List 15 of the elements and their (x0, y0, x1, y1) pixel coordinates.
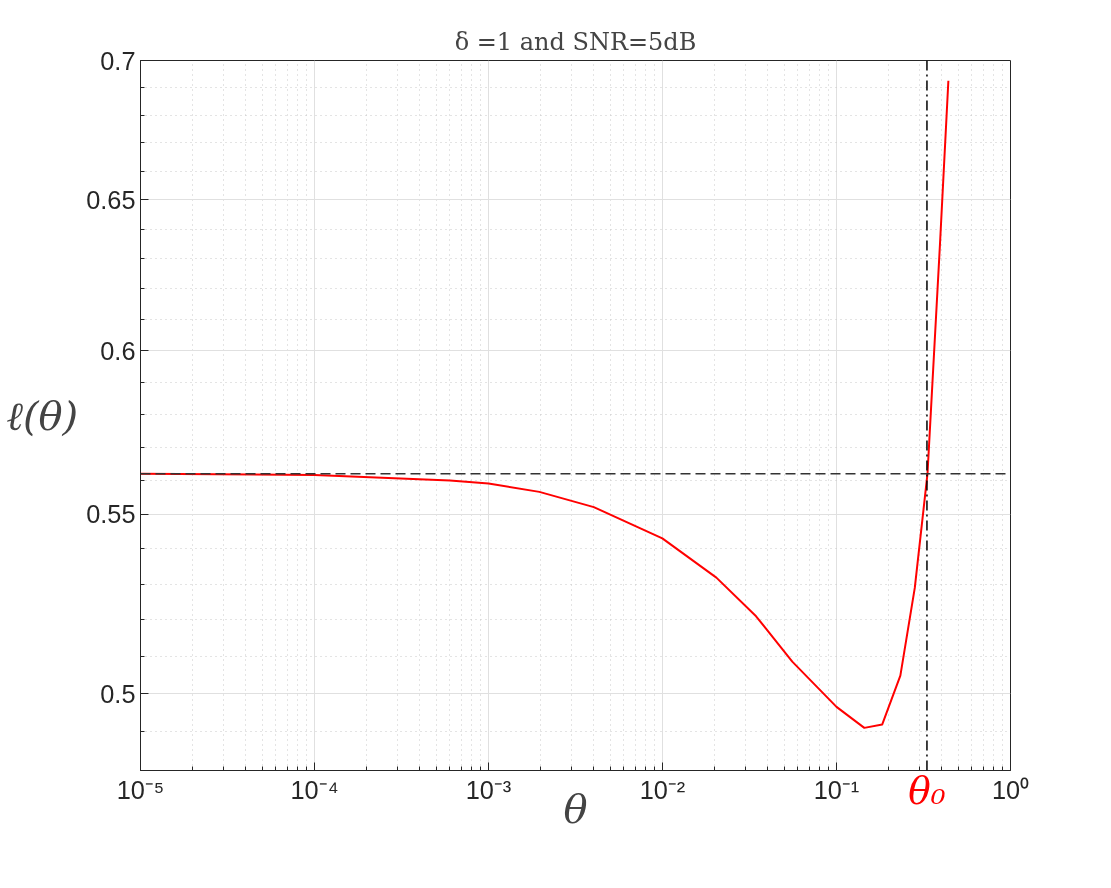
y-tick-label: 0.65 (86, 185, 136, 214)
x-tick-label: 10⁻⁵ (116, 775, 165, 804)
y-tick-label: 0.7 (100, 46, 136, 75)
y-axis-title: ℓ(θ) (6, 392, 79, 439)
x-axis-title: θ (563, 785, 588, 832)
y-tick-label: 0.5 (100, 679, 136, 708)
chart-title: δ =1 and SNR=5dB (454, 27, 697, 56)
y-tick-label: 0.6 (100, 336, 136, 365)
x-tick-label: 10⁻² (639, 775, 686, 804)
x-tick-label: 10⁻³ (465, 775, 512, 804)
x-tick-label: 10⁰ (991, 775, 1030, 804)
y-tick-label: 0.55 (86, 500, 136, 529)
x-tick-label: 10⁻⁴ (290, 775, 339, 804)
ref-line-label: θ₀ (908, 768, 946, 813)
x-tick-label: 10⁻¹ (813, 775, 860, 804)
